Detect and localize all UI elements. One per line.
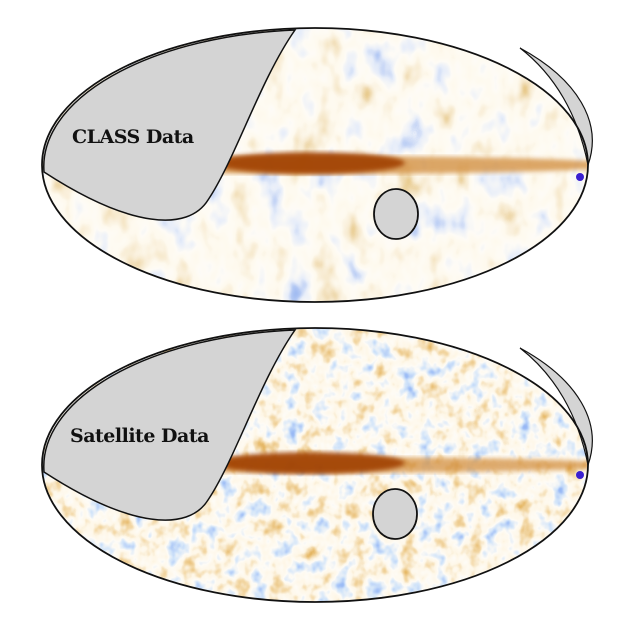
sky-mask-hole	[372, 488, 418, 540]
sky-mask-region	[43, 329, 297, 521]
map-outline	[41, 327, 589, 603]
class-data-sky-map	[41, 27, 593, 303]
sky-mask-hole	[373, 188, 419, 240]
bright-source	[576, 173, 584, 181]
galactic-center-band	[215, 152, 405, 174]
map-outline	[41, 27, 589, 303]
sky-mask-crescent	[519, 47, 593, 168]
bright-source	[576, 471, 584, 479]
galactic-center-band	[215, 452, 405, 474]
sky-mask-crescent	[519, 347, 593, 468]
panel-label-satellite-data: Satellite Data	[70, 425, 209, 447]
satellite-data-sky-map	[41, 327, 593, 603]
panel-label-class-data: CLASS Data	[72, 126, 194, 148]
sky-mask-region	[43, 29, 297, 221]
